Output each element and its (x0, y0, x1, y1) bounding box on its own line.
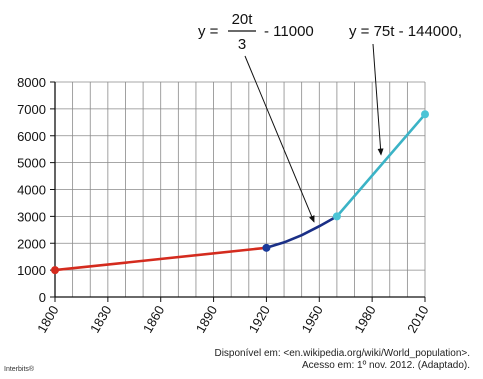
data-point (51, 266, 59, 275)
x-tick-label: 1890 (193, 303, 220, 336)
line-formula-arrow (372, 43, 384, 156)
y-tick-label: 3000 (17, 209, 46, 224)
data-points (51, 110, 429, 275)
curve-formula-annotation: y = 20t 3 - 11000 (198, 11, 315, 223)
y-tick-label: 2000 (17, 236, 46, 251)
series (53, 113, 427, 272)
curve-formula-arrow (244, 55, 315, 223)
y-tick-label: 1000 (17, 263, 46, 278)
curve-formula-numerator: 20t (232, 11, 254, 28)
y-tick-label: 5000 (17, 156, 46, 171)
x-tick-label: 1980 (351, 303, 378, 336)
curve-formula-suffix: - 11000 (264, 23, 314, 40)
data-point (332, 212, 341, 221)
credit: Interbits® (4, 366, 35, 373)
curve-formula-denominator: 3 (238, 36, 246, 53)
x-tick-label: 1800 (34, 303, 61, 336)
y-tick-label: 8000 (17, 75, 46, 90)
line-formula-annotation: y = 75t - 144000, (349, 23, 462, 156)
source-line-2: Acesso em: 1º nov. 2012. (Adaptado). (301, 360, 470, 371)
y-tick-label: 0 (39, 290, 46, 305)
series-line-2 (265, 215, 339, 250)
y-tick-label: 6000 (17, 129, 46, 144)
y-tick-label: 7000 (17, 102, 46, 117)
line-formula-text: y = 75t - 144000, (349, 23, 462, 40)
x-tick-label: 1950 (298, 303, 325, 336)
source-line-1: Disponível em: <en.wikipedia.org/wiki/Wo… (214, 348, 470, 359)
x-tick-label: 1830 (87, 303, 114, 336)
series-line-3 (335, 113, 427, 218)
curve-formula-prefix: y = (198, 23, 219, 40)
series-line-1 (53, 246, 268, 272)
data-point (421, 110, 429, 119)
y-tick-labels: 0 1000 2000 3000 4000 5000 6000 7000 8000 (17, 75, 46, 305)
axes (50, 81, 426, 302)
x-tick-label: 1860 (140, 303, 167, 336)
x-tick-label: 1920 (246, 303, 273, 336)
data-point (262, 243, 271, 252)
x-tick-labels: 1800 1830 1860 1890 1920 1950 1980 2010 (34, 303, 431, 336)
y-tick-label: 4000 (17, 183, 46, 198)
x-tick-label: 2010 (404, 303, 431, 336)
